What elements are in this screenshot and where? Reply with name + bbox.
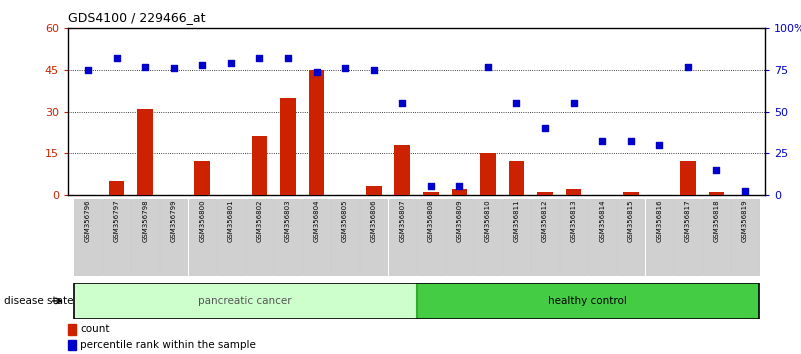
Point bbox=[167, 65, 180, 71]
Bar bbox=[680, 161, 696, 195]
Bar bbox=[195, 161, 210, 195]
Point bbox=[368, 67, 380, 73]
Text: GSM356815: GSM356815 bbox=[628, 200, 634, 242]
FancyBboxPatch shape bbox=[274, 199, 302, 275]
Point bbox=[310, 69, 323, 74]
FancyBboxPatch shape bbox=[589, 199, 616, 275]
Point bbox=[396, 101, 409, 106]
Text: GSM356806: GSM356806 bbox=[371, 200, 376, 242]
FancyBboxPatch shape bbox=[474, 199, 501, 275]
Point bbox=[596, 139, 609, 144]
FancyBboxPatch shape bbox=[531, 199, 559, 275]
Text: GSM356813: GSM356813 bbox=[570, 200, 577, 242]
FancyBboxPatch shape bbox=[503, 199, 530, 275]
FancyBboxPatch shape bbox=[731, 199, 759, 275]
Text: healthy control: healthy control bbox=[549, 296, 627, 306]
Point bbox=[510, 101, 523, 106]
FancyBboxPatch shape bbox=[160, 199, 187, 275]
Text: GSM356818: GSM356818 bbox=[714, 200, 719, 242]
Bar bbox=[480, 153, 496, 195]
Point bbox=[282, 56, 295, 61]
Text: count: count bbox=[80, 324, 110, 334]
Bar bbox=[109, 181, 124, 195]
FancyBboxPatch shape bbox=[217, 199, 244, 275]
FancyBboxPatch shape bbox=[74, 283, 417, 319]
Point bbox=[481, 64, 494, 69]
Point bbox=[253, 56, 266, 61]
Text: GSM356807: GSM356807 bbox=[399, 200, 405, 242]
Point bbox=[653, 142, 666, 148]
Point bbox=[567, 101, 580, 106]
Bar bbox=[394, 145, 410, 195]
Text: GSM356796: GSM356796 bbox=[85, 200, 91, 242]
Text: GSM356798: GSM356798 bbox=[143, 200, 148, 242]
FancyBboxPatch shape bbox=[417, 283, 759, 319]
Point bbox=[682, 64, 694, 69]
Bar bbox=[709, 192, 724, 195]
FancyBboxPatch shape bbox=[617, 199, 645, 275]
Text: percentile rank within the sample: percentile rank within the sample bbox=[80, 340, 256, 350]
Point bbox=[82, 67, 95, 73]
Text: disease state: disease state bbox=[4, 296, 74, 306]
Bar bbox=[308, 70, 324, 195]
Text: pancreatic cancer: pancreatic cancer bbox=[199, 296, 292, 306]
Bar bbox=[509, 161, 525, 195]
Text: GSM356817: GSM356817 bbox=[685, 200, 690, 242]
Text: GSM356809: GSM356809 bbox=[457, 200, 462, 242]
FancyBboxPatch shape bbox=[303, 199, 330, 275]
Point bbox=[339, 65, 352, 71]
Text: GSM356797: GSM356797 bbox=[114, 200, 119, 242]
FancyBboxPatch shape bbox=[674, 199, 702, 275]
Bar bbox=[566, 189, 582, 195]
FancyBboxPatch shape bbox=[246, 199, 273, 275]
Bar bbox=[423, 192, 439, 195]
Bar bbox=[137, 109, 153, 195]
Text: GSM356803: GSM356803 bbox=[285, 200, 291, 242]
Point bbox=[739, 189, 751, 194]
Text: GSM356800: GSM356800 bbox=[199, 200, 205, 242]
Text: GSM356814: GSM356814 bbox=[599, 200, 606, 242]
Bar bbox=[252, 137, 268, 195]
Point bbox=[425, 183, 437, 189]
Bar bbox=[366, 186, 381, 195]
Text: GSM356819: GSM356819 bbox=[742, 200, 748, 242]
Text: GDS4100 / 229466_at: GDS4100 / 229466_at bbox=[68, 11, 206, 24]
Text: GSM356811: GSM356811 bbox=[513, 200, 520, 242]
FancyBboxPatch shape bbox=[103, 199, 131, 275]
Point bbox=[139, 64, 151, 69]
FancyBboxPatch shape bbox=[560, 199, 587, 275]
FancyBboxPatch shape bbox=[131, 199, 159, 275]
Bar bbox=[537, 192, 553, 195]
FancyBboxPatch shape bbox=[188, 199, 216, 275]
Text: GSM356801: GSM356801 bbox=[227, 200, 234, 242]
FancyBboxPatch shape bbox=[445, 199, 473, 275]
Point bbox=[453, 183, 465, 189]
Point bbox=[538, 125, 551, 131]
Point bbox=[111, 56, 123, 61]
Point bbox=[224, 61, 237, 66]
Text: GSM356805: GSM356805 bbox=[342, 200, 348, 242]
Text: GSM356802: GSM356802 bbox=[256, 200, 263, 242]
FancyBboxPatch shape bbox=[646, 199, 673, 275]
Point bbox=[710, 167, 723, 173]
Text: GSM356816: GSM356816 bbox=[656, 200, 662, 242]
FancyBboxPatch shape bbox=[702, 199, 731, 275]
Text: GSM356808: GSM356808 bbox=[428, 200, 434, 242]
Text: GSM356810: GSM356810 bbox=[485, 200, 491, 242]
Text: GSM356812: GSM356812 bbox=[542, 200, 548, 242]
Bar bbox=[623, 192, 638, 195]
Text: GSM356804: GSM356804 bbox=[313, 200, 320, 242]
FancyBboxPatch shape bbox=[388, 199, 416, 275]
FancyBboxPatch shape bbox=[417, 199, 445, 275]
Bar bbox=[280, 98, 296, 195]
Text: GSM356799: GSM356799 bbox=[171, 200, 177, 242]
FancyBboxPatch shape bbox=[74, 199, 102, 275]
Bar bbox=[452, 189, 467, 195]
FancyBboxPatch shape bbox=[360, 199, 388, 275]
Point bbox=[624, 139, 637, 144]
FancyBboxPatch shape bbox=[332, 199, 359, 275]
Point bbox=[196, 62, 209, 68]
